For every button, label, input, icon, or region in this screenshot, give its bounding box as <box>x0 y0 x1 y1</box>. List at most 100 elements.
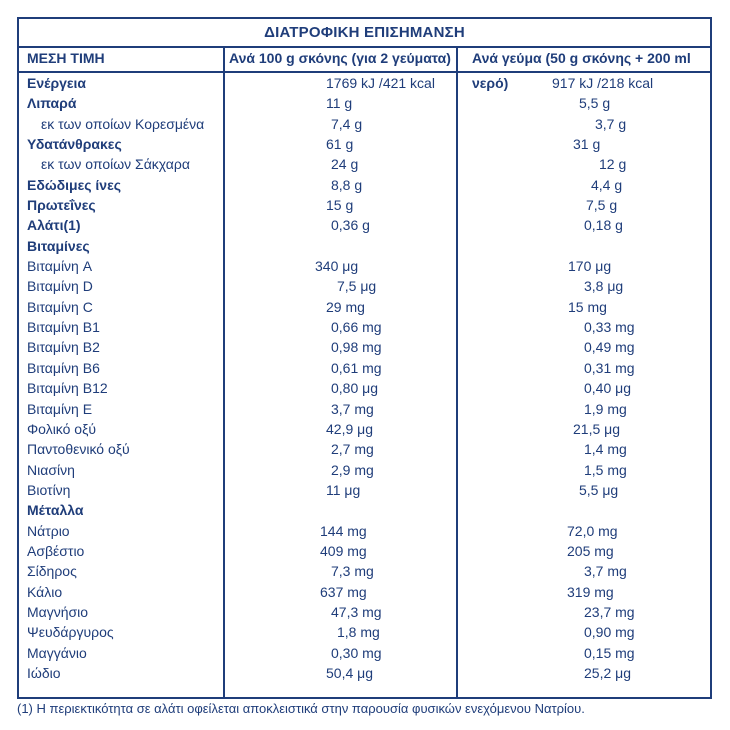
value-per-100g: 0,98 mg <box>331 339 382 356</box>
value-per-100g: 0,80 μg <box>331 380 378 397</box>
nutrition-table: ΔΙΑΤΡΟΦΙΚΗ ΕΠΙΣΗΜΑΝΣΗ ΜΕΣΗ ΤΙΜΗ Ανά 100 … <box>17 17 712 699</box>
value-per-100g: 637 mg <box>320 583 367 600</box>
value-per-serving: 23,7 mg <box>584 603 635 620</box>
row-label: Υδατάνθρακες <box>27 136 122 153</box>
row-label: Βιταμίνη B12 <box>27 380 108 397</box>
value-per-100g: 0,36 g <box>331 217 370 234</box>
table-row: Βιταμίνη B12 0,80 μg 0,40 μg <box>19 378 710 398</box>
table-row: Μαγγάνιο 0,30 mg 0,15 mg <box>19 643 710 663</box>
value-per-serving: 5,5 g <box>579 95 611 112</box>
table-row: Φολικό οξύ 42,9 μg 21,5 μg <box>19 419 710 439</box>
value-per-serving: 0,90 mg <box>584 624 635 641</box>
row-label: Μαγγάνιο <box>27 644 87 661</box>
table-row: Σίδηρος 7,3 mg 3,7 mg <box>19 561 710 581</box>
row-label: Βιταμίνη C <box>27 298 93 315</box>
row-label: Φολικό οξύ <box>27 420 97 437</box>
value-per-100g: 7,3 mg <box>331 563 374 580</box>
row-label: Βιταμίνη B6 <box>27 359 100 376</box>
row-label: Βιταμίνη B2 <box>27 339 100 356</box>
row-label: Βιταμίνη D <box>27 278 93 295</box>
table-row: Βιταμίνη C 29 mg 15 mg <box>19 297 710 317</box>
value-per-100g: 50,4 μg <box>326 664 373 681</box>
value-per-100g: 0,61 mg <box>331 359 382 376</box>
row-label: Ψευδάργυρος <box>27 624 114 641</box>
table-row: Κάλιο 637 mg 319 mg <box>19 582 710 602</box>
value-per-serving: 917 kJ /218 kcal <box>552 75 654 91</box>
header-row: ΜΕΣΗ ΤΙΜΗ Ανά 100 g σκόνης (για 2 γεύματ… <box>19 46 710 91</box>
value-per-100g: 61 g <box>326 136 354 153</box>
table-row: Νάτριο 144 mg 72,0 mg <box>19 521 710 541</box>
table-row: Μαγνήσιο 47,3 mg 23,7 mg <box>19 602 710 622</box>
value-per-100g: 1769 kJ /421 kcal <box>326 75 435 91</box>
row-label: Ασβέστιο <box>27 542 85 559</box>
table-row: Ενέργεια 1769 kJ /421 kcal 917 kJ /218 kca… <box>19 73 710 93</box>
value-per-serving: 3,7 g <box>595 115 627 132</box>
row-label: Ιώδιο <box>27 664 61 681</box>
table-row: εκ των οποίων Σάκχαρα 24 g 12 g <box>19 154 710 174</box>
row-label: Κάλιο <box>27 583 63 600</box>
table-row: Βιταμίνη E 3,7 mg 1,9 mg <box>19 399 710 419</box>
value-per-100g: 15 g <box>326 197 354 214</box>
value-per-serving: 3,7 mg <box>584 563 627 580</box>
value-per-serving: 12 g <box>599 156 627 173</box>
table-row: Βιταμίνη B2 0,98 mg 0,49 mg <box>19 337 710 357</box>
table-row: Ψευδάργυρος 1,8 mg 0,90 mg <box>19 622 710 642</box>
value-per-100g: 42,9 μg <box>326 420 373 437</box>
row-label: εκ των οποίων Κορεσμένα <box>41 115 205 132</box>
value-per-serving: 1,9 mg <box>584 400 627 417</box>
value-per-100g: 8,8 g <box>331 176 363 193</box>
value-per-serving: 7,5 g <box>586 197 618 214</box>
row-label: Λιπαρά <box>27 95 77 112</box>
value-per-100g: 7,4 g <box>331 115 363 132</box>
value-per-100g: 0,30 mg <box>331 644 382 661</box>
value-per-serving: 31 g <box>573 136 601 153</box>
table-row: Αλάτι(1) 0,36 g 0,18 g <box>19 215 710 235</box>
value-per-serving: 0,40 μg <box>584 380 631 397</box>
row-label: Βιοτίνη <box>27 481 71 498</box>
value-per-100g: 144 mg <box>320 522 367 539</box>
value-per-100g: 11 g <box>326 95 353 112</box>
row-label: Νιασίνη <box>27 461 75 478</box>
row-label: Σίδηρος <box>27 563 77 580</box>
value-per-100g: 3,7 mg <box>331 400 374 417</box>
value-per-serving: 0,15 mg <box>584 644 635 661</box>
value-per-100g: 47,3 mg <box>331 603 382 620</box>
row-label: Παντοθενικό οξύ <box>27 441 130 458</box>
value-per-serving: 1,4 mg <box>584 441 627 458</box>
value-per-serving: 5,5 μg <box>579 481 619 498</box>
row-label: Βιταμίνη B1 <box>27 319 100 336</box>
table-row: Λιπαρά 11 g 5,5 g <box>19 93 710 113</box>
value-per-serving: 0,18 g <box>584 217 623 234</box>
value-per-serving: 4,4 g <box>591 176 623 193</box>
value-per-serving: 25,2 μg <box>584 664 631 681</box>
table-row: Βιταμίνη D 7,5 μg 3,8 μg <box>19 276 710 296</box>
table-row: Βιταμίνη A 340 μg 170 μg <box>19 256 710 276</box>
row-label: Βιταμίνη E <box>27 400 93 417</box>
table-row: Μέταλλα <box>19 500 710 520</box>
row-label: Βιταμίνες <box>27 237 90 254</box>
table-row: Ιώδιο 50,4 μg 25,2 μg <box>19 663 710 683</box>
table-row: Υδατάνθρακες 61 g 31 g <box>19 134 710 154</box>
value-per-serving: 0,33 mg <box>584 319 635 336</box>
value-per-100g: 1,8 mg <box>337 624 380 641</box>
footnote: (1) Η περιεκτικότητα σε αλάτι οφείλεται … <box>17 701 585 716</box>
table-row: εκ των οποίων Κορεσμένα 7,4 g 3,7 g <box>19 114 710 134</box>
column-divider <box>223 48 225 699</box>
value-per-100g: 11 μg <box>326 481 361 498</box>
value-per-serving: 72,0 mg <box>567 522 618 539</box>
table-row: Πρωτεΐνες 15 g 7,5 g <box>19 195 710 215</box>
row-label: Εδώδιμες ίνες <box>27 176 122 193</box>
value-per-serving: 1,5 mg <box>584 461 627 478</box>
value-per-serving: 0,31 mg <box>584 359 635 376</box>
value-per-serving: 319 mg <box>567 583 614 600</box>
table-row: Ασβέστιο 409 mg 205 mg <box>19 541 710 561</box>
table-row: Νιασίνη 2,9 mg 1,5 mg <box>19 460 710 480</box>
table-row: Παντοθενικό οξύ 2,7 mg 1,4 mg <box>19 439 710 459</box>
table-row: Βιταμίνες <box>19 236 710 256</box>
row-label: Μαγνήσιο <box>27 603 89 620</box>
table-row: Βιοτίνη 11 μg 5,5 μg <box>19 480 710 500</box>
value-per-serving: 0,49 mg <box>584 339 635 356</box>
row-label: Βιταμίνη A <box>27 258 93 275</box>
table-body: Ενέργεια 1769 kJ /421 kcal 917 kJ /218 kca… <box>19 73 710 683</box>
table-row: Βιταμίνη B1 0,66 mg 0,33 mg <box>19 317 710 337</box>
